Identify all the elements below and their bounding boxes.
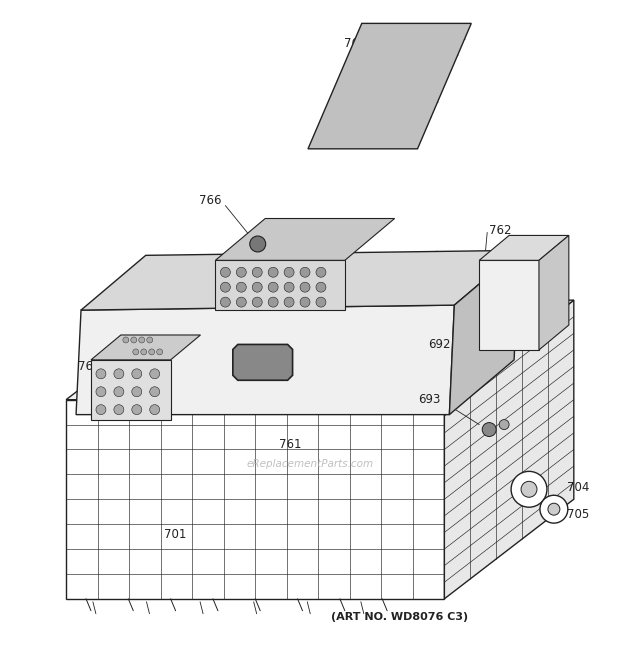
- Circle shape: [252, 297, 262, 307]
- Circle shape: [220, 297, 231, 307]
- Circle shape: [149, 369, 160, 379]
- Circle shape: [499, 420, 509, 430]
- Circle shape: [220, 282, 231, 292]
- Polygon shape: [215, 260, 345, 310]
- Circle shape: [300, 267, 310, 277]
- Circle shape: [149, 387, 160, 397]
- Circle shape: [147, 337, 153, 343]
- Circle shape: [268, 282, 278, 292]
- Circle shape: [236, 282, 246, 292]
- Polygon shape: [450, 251, 519, 414]
- Polygon shape: [76, 305, 454, 414]
- Circle shape: [132, 387, 142, 397]
- Circle shape: [316, 267, 326, 277]
- Circle shape: [316, 282, 326, 292]
- Text: 704: 704: [567, 481, 589, 494]
- Circle shape: [252, 282, 262, 292]
- Circle shape: [284, 267, 294, 277]
- Circle shape: [316, 297, 326, 307]
- Polygon shape: [539, 235, 569, 350]
- Polygon shape: [445, 300, 574, 599]
- Circle shape: [96, 387, 106, 397]
- Text: 693: 693: [418, 393, 441, 407]
- Circle shape: [236, 297, 246, 307]
- Polygon shape: [308, 23, 471, 149]
- Circle shape: [284, 297, 294, 307]
- Polygon shape: [91, 335, 200, 360]
- Circle shape: [268, 267, 278, 277]
- Polygon shape: [66, 300, 574, 400]
- Circle shape: [139, 337, 144, 343]
- Text: 765: 765: [343, 37, 366, 50]
- Circle shape: [157, 349, 162, 355]
- Text: 692: 692: [428, 338, 451, 352]
- Text: 701: 701: [164, 527, 187, 541]
- Circle shape: [132, 405, 142, 414]
- Circle shape: [250, 236, 266, 252]
- Circle shape: [149, 349, 155, 355]
- Circle shape: [123, 337, 129, 343]
- Circle shape: [96, 405, 106, 414]
- Circle shape: [96, 369, 106, 379]
- Text: 705: 705: [567, 508, 589, 521]
- Circle shape: [114, 387, 124, 397]
- Circle shape: [114, 405, 124, 414]
- Circle shape: [268, 297, 278, 307]
- Polygon shape: [66, 400, 445, 599]
- Circle shape: [511, 471, 547, 507]
- Circle shape: [252, 267, 262, 277]
- Circle shape: [131, 337, 137, 343]
- Polygon shape: [91, 360, 170, 420]
- Circle shape: [132, 369, 142, 379]
- Polygon shape: [81, 251, 519, 310]
- Circle shape: [482, 422, 496, 436]
- Circle shape: [300, 297, 310, 307]
- Text: 761: 761: [279, 438, 301, 451]
- Text: 766: 766: [199, 194, 222, 207]
- Text: 762: 762: [489, 224, 511, 237]
- Circle shape: [284, 282, 294, 292]
- Circle shape: [300, 282, 310, 292]
- Circle shape: [149, 405, 160, 414]
- Text: 765: 765: [78, 360, 100, 373]
- Circle shape: [141, 349, 147, 355]
- Polygon shape: [233, 344, 293, 380]
- Text: (ART NO. WD8076 C3): (ART NO. WD8076 C3): [331, 611, 468, 622]
- Polygon shape: [215, 219, 394, 260]
- Text: eReplacementParts.com: eReplacementParts.com: [246, 459, 374, 469]
- Circle shape: [540, 495, 568, 523]
- Polygon shape: [479, 260, 539, 350]
- Circle shape: [133, 349, 139, 355]
- Circle shape: [521, 481, 537, 497]
- Circle shape: [114, 369, 124, 379]
- Polygon shape: [479, 235, 569, 260]
- Circle shape: [548, 503, 560, 515]
- Circle shape: [236, 267, 246, 277]
- Circle shape: [220, 267, 231, 277]
